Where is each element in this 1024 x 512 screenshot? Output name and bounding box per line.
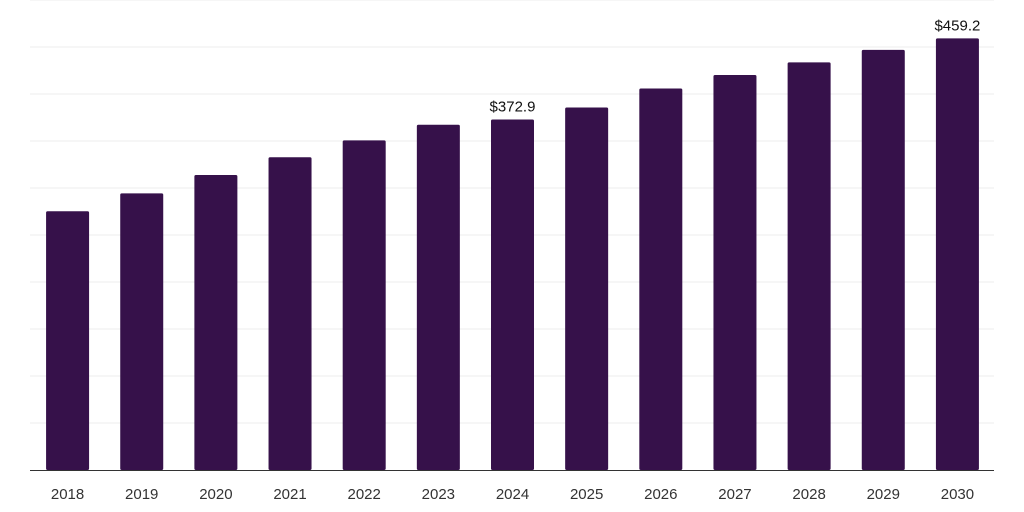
x-tick-labels: 2018 2019 2020 2021 2022 2023 2024 2025 2026 2027… (51, 486, 974, 503)
bar-2030 (935, 38, 979, 471)
x-tick-label-2021: 2021 (273, 486, 306, 503)
bar-2019 (120, 193, 164, 470)
data-label-2030: $459.2 (934, 17, 980, 34)
bar-2021 (268, 157, 312, 470)
x-tick-label-2025: 2025 (570, 486, 603, 503)
x-tick-label-2020: 2020 (199, 486, 232, 503)
bar-2028 (787, 62, 831, 470)
x-tick-label-2029: 2029 (867, 486, 900, 503)
x-tick-label-2026: 2026 (644, 486, 677, 503)
x-tick-label-2024: 2024 (496, 486, 529, 503)
bars (46, 38, 979, 471)
x-tick-label-2027: 2027 (718, 486, 751, 503)
bar-2026 (639, 88, 683, 470)
bar-2023 (416, 124, 460, 470)
x-tick-label-2019: 2019 (125, 486, 158, 503)
data-label-2024: $372.9 (490, 98, 536, 115)
data-labels: $372.9 $459.2 (490, 17, 981, 115)
bar-2018 (46, 211, 90, 470)
x-tick-label-2028: 2028 (792, 486, 825, 503)
bar-2024 (491, 119, 534, 470)
x-tick-label-2022: 2022 (348, 486, 381, 503)
bar-2025 (565, 107, 609, 470)
bar-2027 (713, 75, 757, 471)
x-tick-label-2023: 2023 (422, 486, 455, 503)
x-tick-label-2018: 2018 (51, 486, 84, 503)
bar-2020 (194, 175, 238, 470)
bar-2022 (342, 140, 386, 471)
bar-2029 (861, 49, 905, 470)
x-tick-label-2030: 2030 (941, 486, 974, 503)
